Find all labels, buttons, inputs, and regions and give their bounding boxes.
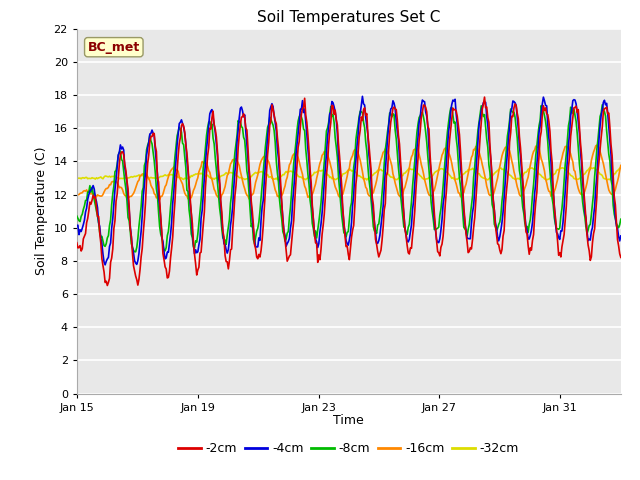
X-axis label: Time: Time [333, 414, 364, 427]
Text: BC_met: BC_met [88, 41, 140, 54]
Y-axis label: Soil Temperature (C): Soil Temperature (C) [35, 147, 48, 276]
Legend: -2cm, -4cm, -8cm, -16cm, -32cm: -2cm, -4cm, -8cm, -16cm, -32cm [173, 437, 524, 460]
Title: Soil Temperatures Set C: Soil Temperatures Set C [257, 10, 440, 25]
